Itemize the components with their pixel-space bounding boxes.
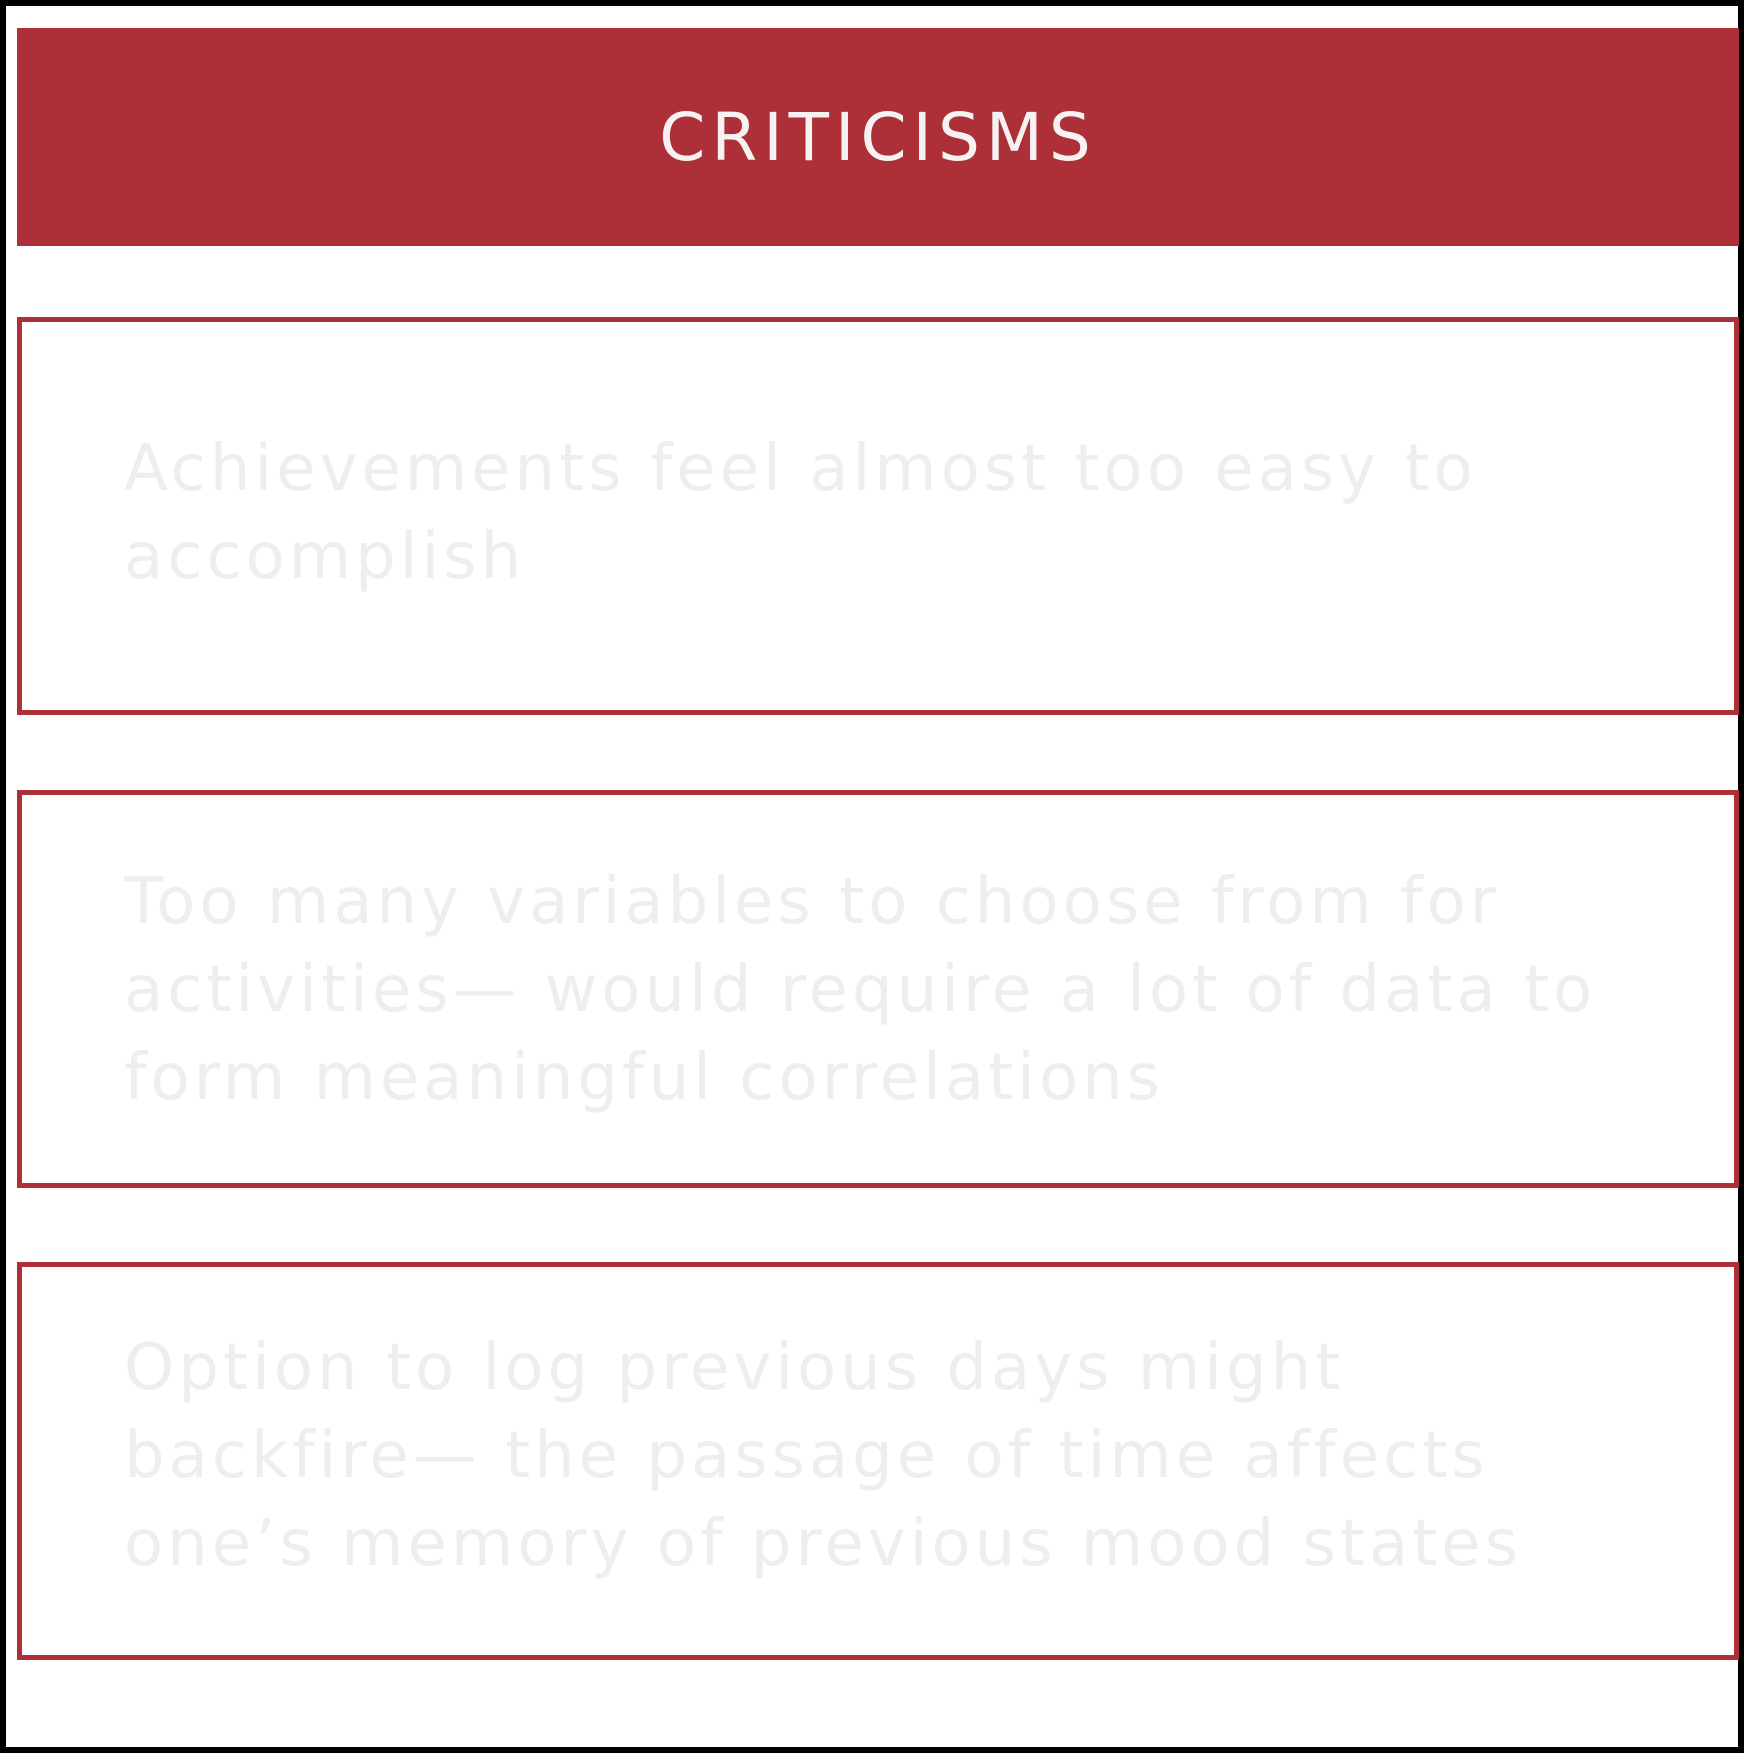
criticism-card: Achievements feel almost too easy to acc… xyxy=(17,317,1739,715)
criticism-card: Option to log previous days might backfi… xyxy=(17,1262,1739,1660)
criticism-text: Option to log previous days might backfi… xyxy=(124,1331,1522,1581)
criticism-text: Achievements feel almost too easy to acc… xyxy=(124,432,1477,594)
page-title: CRITICISMS xyxy=(659,98,1097,176)
criticism-text: Too many variables to choose from for ac… xyxy=(124,865,1597,1115)
criticism-card: Too many variables to choose from for ac… xyxy=(17,790,1739,1188)
header-banner: CRITICISMS xyxy=(17,28,1739,246)
